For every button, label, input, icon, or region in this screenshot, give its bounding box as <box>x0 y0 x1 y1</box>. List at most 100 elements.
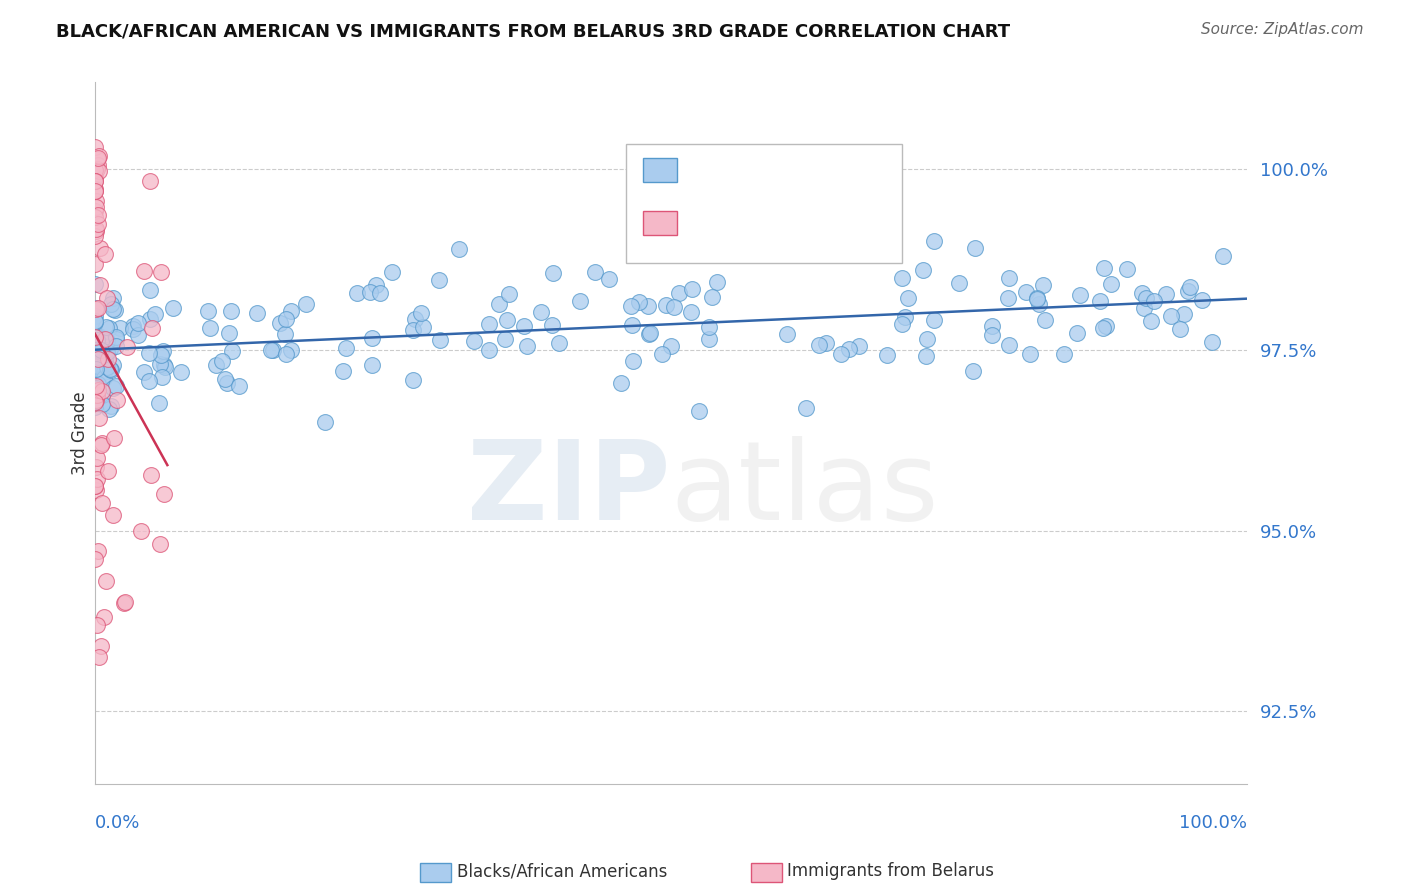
Point <box>1091 321 1114 335</box>
Point <box>269 316 291 330</box>
Text: Source: ZipAtlas.com: Source: ZipAtlas.com <box>1201 22 1364 37</box>
Point <box>93 352 115 367</box>
Point <box>915 349 938 363</box>
Point <box>84 184 107 198</box>
Point <box>211 354 233 368</box>
Point <box>997 291 1019 305</box>
Point <box>246 306 269 320</box>
Point <box>96 291 118 305</box>
Point <box>89 241 111 255</box>
Text: R = 0.361   N =  72: R = 0.361 N = 72 <box>685 214 876 233</box>
Point <box>568 293 591 308</box>
Point <box>830 347 852 361</box>
Point <box>1069 287 1091 301</box>
Point <box>104 303 127 318</box>
Point <box>1015 285 1038 300</box>
Text: BLACK/AFRICAN AMERICAN VS IMMIGRANTS FROM BELARUS 3RD GRADE CORRELATION CHART: BLACK/AFRICAN AMERICAN VS IMMIGRANTS FRO… <box>56 22 1011 40</box>
Point <box>488 297 510 311</box>
Point <box>138 174 160 188</box>
Point <box>84 376 107 390</box>
Text: ZIP: ZIP <box>467 435 671 542</box>
Point <box>86 617 108 632</box>
Point <box>219 304 242 318</box>
Point <box>541 266 564 280</box>
Point <box>412 320 434 334</box>
Point <box>997 271 1019 285</box>
Point <box>638 326 661 341</box>
Point <box>122 322 145 336</box>
Point <box>86 333 108 347</box>
Point <box>150 370 173 384</box>
Text: Immigrants from Belarus: Immigrants from Belarus <box>787 863 994 880</box>
Point <box>894 310 917 325</box>
Point <box>87 377 110 392</box>
Point <box>262 343 284 358</box>
Point <box>498 286 520 301</box>
Point <box>84 478 107 492</box>
Point <box>409 306 432 320</box>
Point <box>84 377 107 392</box>
Point <box>1133 301 1156 316</box>
Point <box>94 343 117 358</box>
Point <box>101 301 124 316</box>
Point <box>150 348 173 362</box>
Point <box>637 299 659 313</box>
Point <box>89 278 111 293</box>
Point <box>97 401 120 416</box>
Point <box>359 285 381 299</box>
Point <box>204 358 226 372</box>
Point <box>153 358 176 372</box>
Point <box>838 342 860 356</box>
Point <box>332 364 354 378</box>
Point <box>149 265 172 279</box>
Point <box>965 241 987 255</box>
Point <box>84 301 107 315</box>
Point <box>706 275 728 289</box>
Point <box>152 343 174 358</box>
Point <box>368 286 391 301</box>
Point <box>83 210 105 224</box>
Point <box>83 184 105 198</box>
Point <box>93 247 115 261</box>
Point <box>218 326 240 340</box>
Point <box>84 277 107 291</box>
Point <box>108 320 131 334</box>
Point <box>101 291 124 305</box>
Point <box>621 318 644 332</box>
Point <box>655 298 678 312</box>
Point <box>540 318 562 332</box>
Point <box>97 464 120 478</box>
Point <box>84 200 107 214</box>
Point <box>148 396 170 410</box>
Point <box>1140 314 1163 328</box>
Point <box>96 360 118 375</box>
Point <box>1053 347 1076 361</box>
Y-axis label: 3rd Grade: 3rd Grade <box>72 391 89 475</box>
Point <box>84 204 107 219</box>
Point <box>149 536 172 550</box>
Point <box>620 299 643 313</box>
Point <box>848 338 870 352</box>
Point <box>84 392 107 407</box>
Point <box>361 331 384 345</box>
Point <box>981 318 1004 333</box>
Point <box>83 140 105 154</box>
Point <box>1092 260 1115 275</box>
Point <box>87 383 110 397</box>
Point <box>155 359 177 374</box>
Point <box>609 376 631 390</box>
Point <box>1019 347 1042 361</box>
Point <box>897 291 920 305</box>
Point <box>922 234 945 248</box>
Point <box>98 342 121 356</box>
Point <box>98 320 121 334</box>
Point <box>84 315 107 329</box>
Point <box>100 296 122 310</box>
Point <box>1033 313 1056 327</box>
Point <box>700 290 723 304</box>
Point <box>84 224 107 238</box>
Point <box>876 348 898 362</box>
Point <box>807 338 830 352</box>
Point <box>86 208 108 222</box>
Point <box>280 343 302 357</box>
